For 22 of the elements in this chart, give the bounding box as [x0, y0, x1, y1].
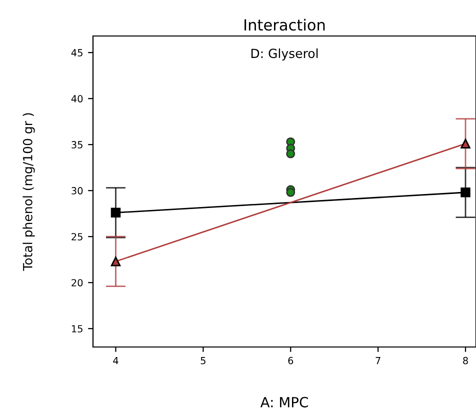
- x-tick-label: 4: [113, 357, 118, 364]
- x-tick-label: 7: [376, 357, 380, 364]
- y-tick-label: 35: [72, 141, 82, 148]
- chart-title: Interaction: [244, 18, 325, 31]
- y-tick-label: 30: [72, 187, 83, 194]
- y-tick-label: 15: [72, 325, 82, 332]
- annotation: D: Glyserol: [251, 48, 318, 61]
- y-tick-label: 25: [72, 233, 82, 240]
- x-tick-label: 6: [288, 356, 294, 364]
- x-tick-label: 5: [200, 357, 206, 364]
- point: [460, 138, 470, 149]
- x-tick-label: 8: [463, 356, 468, 364]
- y-tick-label: 45: [71, 49, 82, 56]
- point: [286, 188, 296, 197]
- point: [286, 149, 296, 158]
- x-axis-title: A: MPC: [260, 396, 308, 408]
- y-tick-label: 40: [71, 95, 83, 102]
- y-axis-title: Total phenol (mg/100 gr ): [22, 113, 35, 271]
- point: [460, 188, 470, 198]
- point: [110, 208, 121, 218]
- y-tick-label: 20: [72, 279, 83, 286]
- point: [110, 256, 121, 266]
